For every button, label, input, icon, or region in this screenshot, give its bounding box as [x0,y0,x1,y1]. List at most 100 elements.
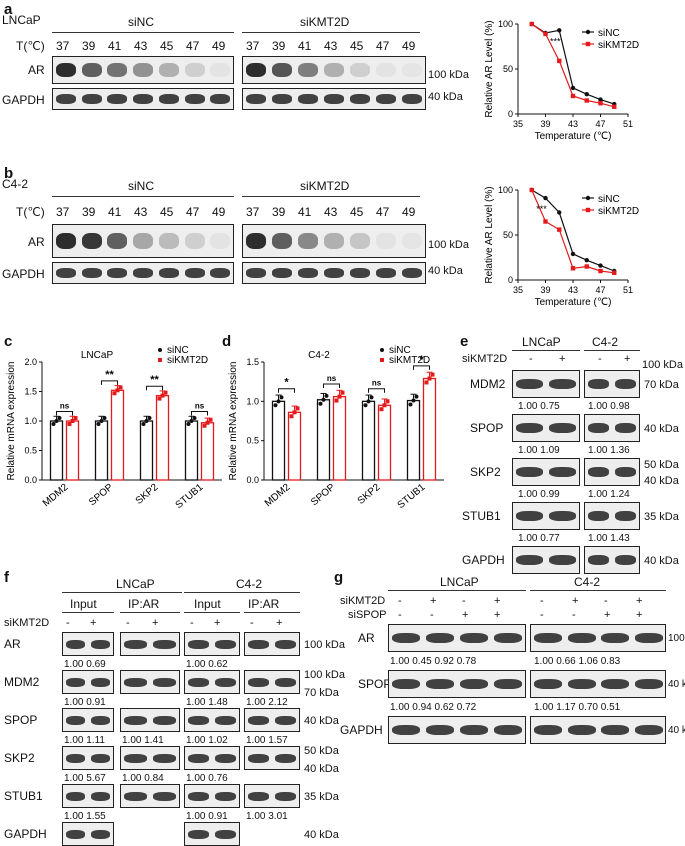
blot-band [615,379,636,389]
legend-label: siKMT2D [598,206,639,217]
blot-c42 [530,670,666,698]
blot-band [159,63,179,77]
y-tick-label: 1.0 [246,396,259,406]
blot-band [210,63,230,77]
treatment-sign: + [276,617,283,629]
x-tick-label: 39 [540,285,550,295]
blot-band [210,94,230,104]
replicate-point [141,421,146,426]
treatment-sign: + [572,595,579,607]
bar-0 [139,420,154,481]
temp-label: 45 [350,205,364,219]
blot-band [426,679,454,689]
x-tick-label: 43 [568,119,578,129]
treatment-sign: - [126,617,130,629]
legend-marker [585,195,591,201]
panel-b-group2-line [242,196,420,197]
replicate-point [414,394,419,399]
panel-b-mw-ar: 100 kDa [428,239,469,251]
blot-band [82,94,102,104]
treatment-sign: - [462,595,466,607]
replicate-point [279,395,284,400]
blot-band [588,511,609,521]
treatment-sign: + [430,595,437,607]
y-tick-label: 1.5 [24,387,37,397]
mw-label: 40 kDa [304,715,339,727]
panel-b-ar-blot-sikmt2d [242,224,426,258]
mw-label: 40 kDa [644,555,679,567]
quant-values: 1.00 1.17 0.70 0.51 [534,702,621,713]
quant-values: 1.00 0.76 [186,773,228,784]
blot-c42 [530,716,666,744]
legend-marker [585,41,591,47]
blot-band [324,233,344,249]
blot-band [124,678,147,687]
mw-label: 70 kDa [644,379,679,391]
panel-f-cell1: LNCaP [116,577,155,591]
blot-lane-group [184,746,240,770]
blot-c42 [584,546,640,574]
blot-band [210,233,230,249]
treatment-sign: - [572,609,576,621]
replicate-point [70,419,75,423]
x-tick-label: 39 [540,119,550,129]
blot-lncap [388,670,526,698]
treatment-sign: - [604,595,608,607]
temp-label: 47 [186,39,200,53]
y-tick-label: 50 [503,64,513,74]
panel-a-letter: a [4,1,13,18]
blot-band [159,233,179,249]
blot-band [460,679,488,689]
blot-band [56,268,76,278]
y-tick-label: 0.5 [246,436,259,446]
blot-band [124,716,147,725]
panel-e-cell1: LNCaP [522,335,561,349]
blot-row-label: GAPDH [340,723,383,737]
mw-label: 40 kDa [644,423,679,435]
legend-label: siKMT2D [167,355,208,366]
treatment-sign: + [90,617,97,629]
blot-lane-group [184,784,240,808]
blot-lncap [512,546,580,574]
x-tick-label: 51 [623,119,633,129]
replicate-point [112,391,117,396]
blot-row-label: SPOP [470,421,504,435]
blot-band [246,63,266,77]
blot-band [601,679,629,689]
blot-band [66,830,85,839]
panel-f-cell2-line [184,592,300,593]
temp-label: 45 [160,205,174,219]
mw-label: 40 kDa [304,763,339,775]
significance-label: ns [372,379,382,388]
blot-band [107,233,127,249]
bar-0 [316,399,331,481]
blot-band [298,94,318,104]
mw-label: 100 kDa [304,669,345,681]
panel-b-mw-gapdh: 40 kDa [428,265,463,277]
blot-band [188,792,209,801]
blot-band [188,678,209,687]
significance-bracket [278,388,295,393]
blot-band [66,640,85,649]
temp-label: 45 [160,39,174,53]
significance-bracket [101,380,118,385]
quant-values: 1.00 0.62 [186,659,228,670]
panel-a-gapdh-blot-sinc [52,88,234,110]
replicate-point [202,423,207,428]
blot-band [350,233,370,249]
blot-band [215,640,236,649]
blot-row-label: SPOP [358,677,392,691]
blot-band [153,640,176,649]
temp-label: 49 [212,205,226,219]
panel-a-temp-label: T(℃) [16,39,45,53]
panel-b-group1: siNC [128,179,154,193]
blot-band [215,754,236,763]
x-tick-label: 47 [595,119,605,129]
replicate-point [430,372,435,377]
temp-label: 47 [376,39,390,53]
quant-values: 1.00 0.91 [64,697,106,708]
blot-band [376,233,396,249]
blot-band [275,678,296,687]
significance-label: ns [60,402,70,411]
panel-f-cell1-line [62,592,182,593]
